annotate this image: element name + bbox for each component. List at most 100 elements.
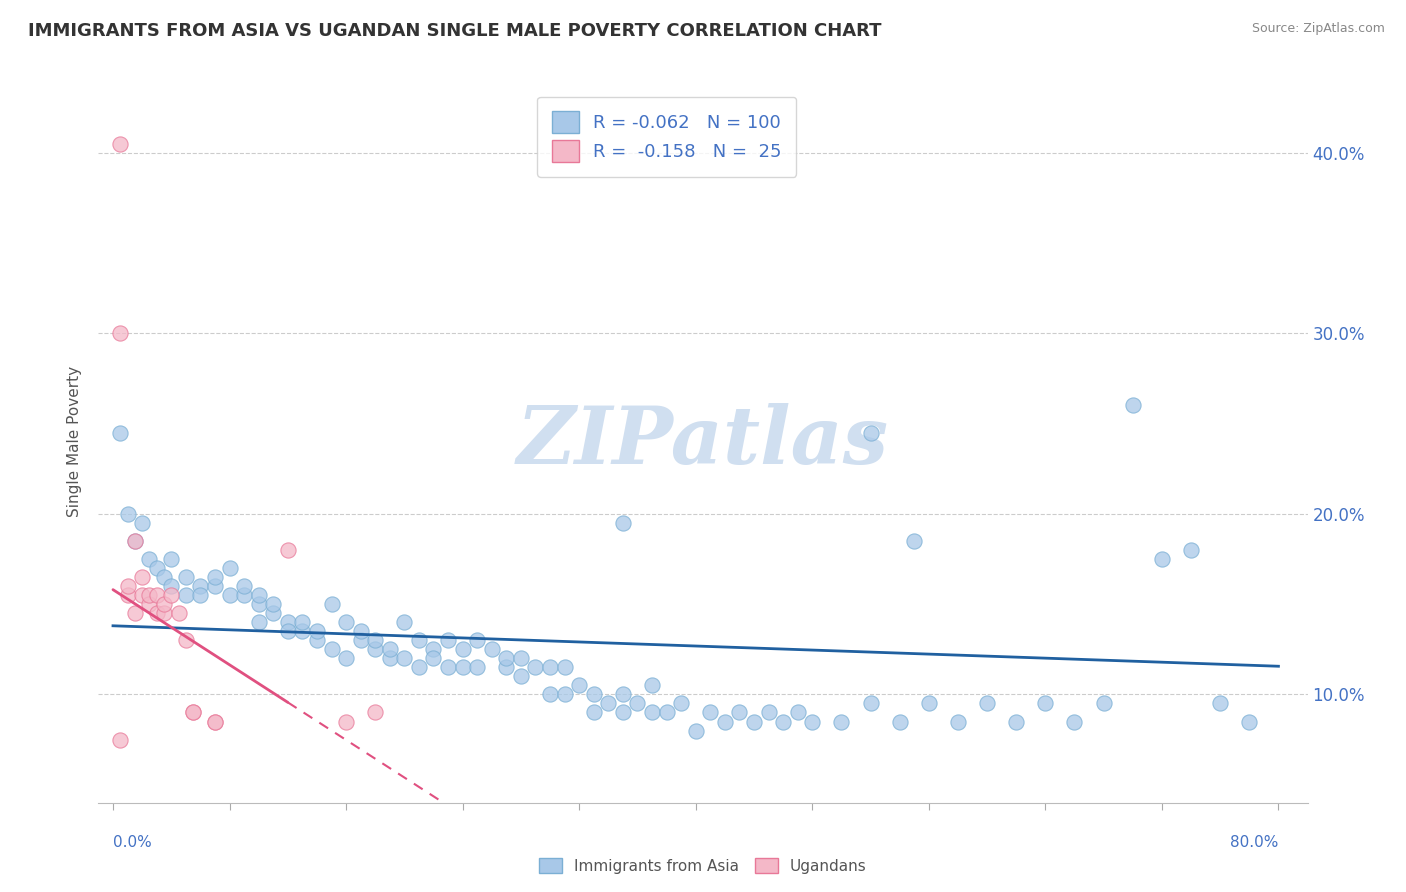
Point bbox=[1033, 697, 1056, 711]
Text: 0.0%: 0.0% bbox=[112, 835, 152, 850]
Point bbox=[699, 706, 721, 720]
Point bbox=[364, 633, 387, 648]
Point bbox=[598, 697, 620, 711]
Point bbox=[451, 642, 474, 657]
Point bbox=[277, 542, 299, 557]
Point bbox=[669, 697, 692, 711]
Point bbox=[305, 624, 328, 639]
Point bbox=[110, 136, 132, 151]
Point bbox=[350, 633, 373, 648]
Point bbox=[233, 579, 256, 593]
Point bbox=[321, 597, 343, 611]
Point bbox=[728, 706, 751, 720]
Point bbox=[190, 588, 212, 602]
Point bbox=[117, 579, 139, 593]
Point bbox=[364, 642, 387, 657]
Point bbox=[1122, 398, 1144, 412]
Point bbox=[160, 552, 183, 566]
Point bbox=[153, 597, 176, 611]
Point bbox=[145, 606, 167, 620]
Point bbox=[262, 597, 284, 611]
Point bbox=[612, 687, 634, 701]
Point bbox=[465, 633, 488, 648]
Point bbox=[124, 533, 146, 548]
Legend: Immigrants from Asia, Ugandans: Immigrants from Asia, Ugandans bbox=[533, 852, 873, 880]
Point bbox=[218, 588, 240, 602]
Legend: R = -0.062   N = 100, R =  -0.158   N =  25: R = -0.062 N = 100, R = -0.158 N = 25 bbox=[537, 96, 796, 177]
Point bbox=[350, 624, 373, 639]
Point bbox=[714, 714, 737, 729]
Point bbox=[830, 714, 852, 729]
Point bbox=[181, 706, 204, 720]
Point bbox=[153, 606, 176, 620]
Point bbox=[204, 570, 226, 584]
Point bbox=[758, 706, 780, 720]
Point bbox=[160, 579, 183, 593]
Point bbox=[582, 687, 605, 701]
Point bbox=[364, 706, 387, 720]
Point bbox=[582, 706, 605, 720]
Point bbox=[859, 697, 882, 711]
Point bbox=[321, 642, 343, 657]
Point bbox=[131, 588, 153, 602]
Y-axis label: Single Male Poverty: Single Male Poverty bbox=[67, 366, 83, 517]
Point bbox=[742, 714, 765, 729]
Point bbox=[145, 561, 167, 575]
Point bbox=[1150, 552, 1173, 566]
Point bbox=[685, 723, 707, 738]
Point bbox=[509, 669, 531, 683]
Point bbox=[859, 425, 882, 440]
Point bbox=[422, 651, 444, 665]
Point bbox=[138, 597, 160, 611]
Point bbox=[1063, 714, 1085, 729]
Point bbox=[626, 697, 648, 711]
Point bbox=[335, 714, 357, 729]
Point bbox=[641, 678, 664, 692]
Point bbox=[976, 697, 998, 711]
Point bbox=[568, 678, 591, 692]
Point bbox=[218, 561, 240, 575]
Point bbox=[612, 706, 634, 720]
Point bbox=[641, 706, 664, 720]
Point bbox=[305, 633, 328, 648]
Point bbox=[247, 597, 270, 611]
Point bbox=[117, 588, 139, 602]
Point bbox=[131, 570, 153, 584]
Point bbox=[291, 624, 314, 639]
Point bbox=[481, 642, 503, 657]
Point bbox=[554, 687, 576, 701]
Point bbox=[247, 615, 270, 630]
Point bbox=[801, 714, 824, 729]
Point bbox=[495, 651, 517, 665]
Point bbox=[889, 714, 911, 729]
Point bbox=[174, 633, 197, 648]
Point bbox=[247, 588, 270, 602]
Point bbox=[495, 660, 517, 674]
Point bbox=[786, 706, 808, 720]
Point bbox=[509, 651, 531, 665]
Point bbox=[538, 687, 561, 701]
Point bbox=[262, 606, 284, 620]
Point bbox=[655, 706, 678, 720]
Point bbox=[1005, 714, 1028, 729]
Point bbox=[612, 516, 634, 530]
Point bbox=[903, 533, 925, 548]
Point bbox=[524, 660, 547, 674]
Point bbox=[167, 606, 190, 620]
Point bbox=[124, 606, 146, 620]
Point bbox=[946, 714, 969, 729]
Point bbox=[378, 642, 401, 657]
Point bbox=[437, 633, 460, 648]
Point bbox=[204, 714, 226, 729]
Point bbox=[117, 507, 139, 521]
Point bbox=[138, 588, 160, 602]
Point bbox=[138, 552, 160, 566]
Point bbox=[277, 615, 299, 630]
Point bbox=[204, 714, 226, 729]
Point bbox=[772, 714, 794, 729]
Point bbox=[538, 660, 561, 674]
Point bbox=[277, 624, 299, 639]
Point bbox=[465, 660, 488, 674]
Point bbox=[110, 326, 132, 341]
Point bbox=[918, 697, 941, 711]
